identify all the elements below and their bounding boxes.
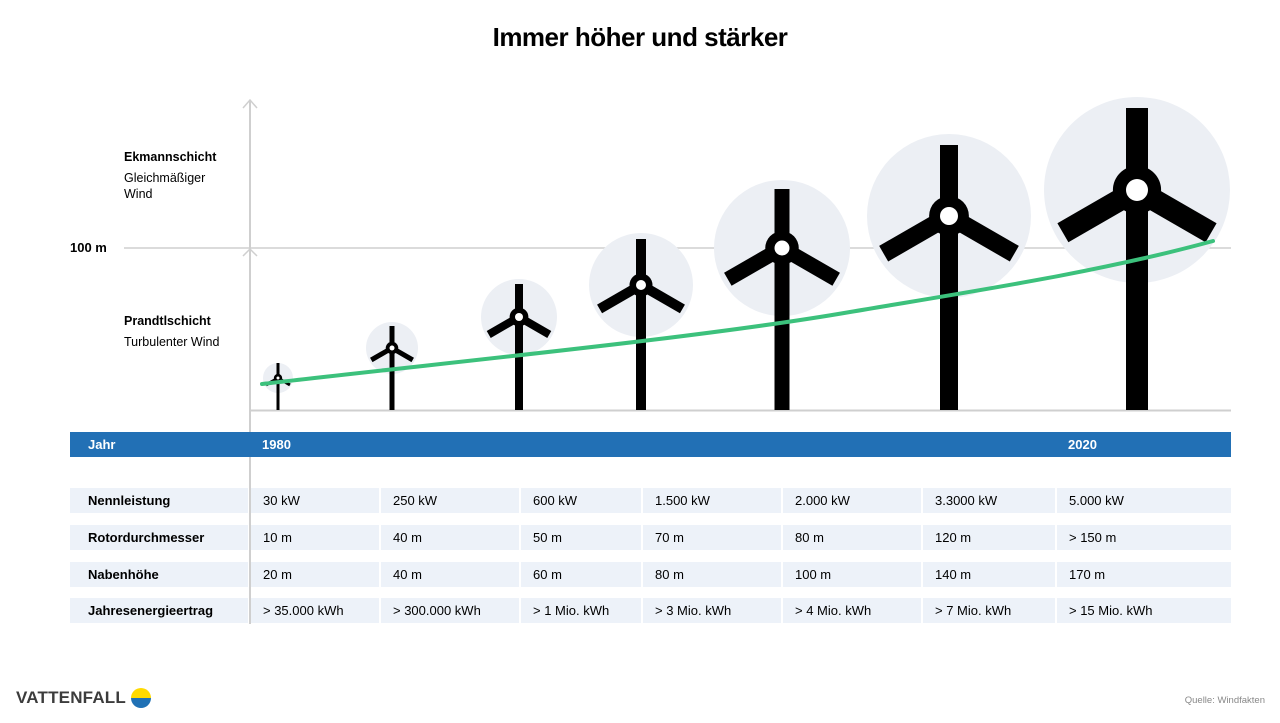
- chart-title: Immer höher und stärker: [492, 22, 788, 52]
- table-cell: 40 m: [381, 562, 519, 587]
- vertical-axis: [249, 100, 251, 624]
- zone-ekmann-heading: Ekmannschicht: [124, 150, 217, 164]
- table-cell: > 35.000 kWh: [251, 598, 379, 623]
- table-cell: 100 m: [783, 562, 921, 587]
- table-cell: > 1 Mio. kWh: [521, 598, 641, 623]
- table-cell: 80 m: [783, 525, 921, 550]
- table-cell: 20 m: [251, 562, 379, 587]
- table-cell: 250 kW: [381, 488, 519, 513]
- table-cell: 40 m: [381, 525, 519, 550]
- table-cell: 30 kW: [251, 488, 379, 513]
- table-cell: > 3 Mio. kWh: [643, 598, 781, 623]
- table-cell: > 7 Mio. kWh: [923, 598, 1055, 623]
- wind-turbine-icon: [589, 233, 693, 410]
- table-cell: > 150 m: [1057, 525, 1231, 550]
- row-label: Rotordurchmesser: [70, 525, 248, 550]
- zone-prandtl-sub: Turbulenter Wind: [124, 335, 220, 349]
- wind-turbine-icon: [1044, 97, 1230, 410]
- table-cell: 80 m: [643, 562, 781, 587]
- table-cell: 60 m: [521, 562, 641, 587]
- wind-turbine-icon: [481, 279, 557, 410]
- table-cell: 170 m: [1057, 562, 1231, 587]
- year-bar: Jahr 1980 2020: [70, 432, 1231, 457]
- vattenfall-logo: VATTENFALL: [16, 688, 151, 708]
- table-cell: > 300.000 kWh: [381, 598, 519, 623]
- year-bar-label: Jahr: [88, 437, 116, 452]
- year-end: 2020: [1068, 437, 1097, 452]
- table-cell: 10 m: [251, 525, 379, 550]
- table-cell: 600 kW: [521, 488, 641, 513]
- table-cell: 3.3000 kW: [923, 488, 1055, 513]
- year-start: 1980: [262, 437, 291, 452]
- wind-turbine-icon: [714, 180, 850, 410]
- wind-turbine-icon: [263, 363, 293, 410]
- table-cell: 120 m: [923, 525, 1055, 550]
- brand-name: VATTENFALL: [16, 688, 126, 707]
- table-cell: > 15 Mio. kWh: [1057, 598, 1231, 623]
- trend-line: [260, 239, 1215, 386]
- table-cell: 1.500 kW: [643, 488, 781, 513]
- wind-turbine-icon: [867, 134, 1031, 410]
- row-label: Jahresenergieertrag: [70, 598, 248, 623]
- row-label: Nabenhöhe: [70, 562, 248, 587]
- zone-ekmann-sub: Gleichmäßiger Wind: [124, 171, 206, 201]
- table-cell: 50 m: [521, 525, 641, 550]
- zone-ekmann: Ekmannschicht Gleichmäßiger Wind: [124, 149, 234, 202]
- table-cell: 2.000 kW: [783, 488, 921, 513]
- zone-prandtl: Prandtlschicht Turbulenter Wind: [124, 313, 234, 350]
- row-label: Nennleistung: [70, 488, 248, 513]
- source-note: Quelle: Windfakten: [1184, 695, 1265, 706]
- table-cell: 70 m: [643, 525, 781, 550]
- vattenfall-logo-icon: [130, 688, 151, 708]
- y-marker-100m: 100 m: [70, 240, 107, 255]
- table-cell: > 4 Mio. kWh: [783, 598, 921, 623]
- table-cell: 140 m: [923, 562, 1055, 587]
- zone-prandtl-heading: Prandtlschicht: [124, 314, 211, 328]
- table-cell: 5.000 kW: [1057, 488, 1231, 513]
